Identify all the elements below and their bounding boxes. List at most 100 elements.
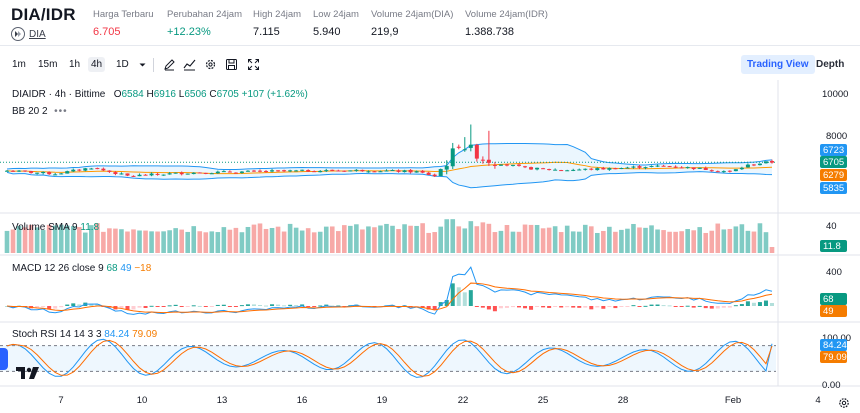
candle-body — [667, 166, 672, 168]
candle-body — [595, 168, 600, 171]
volume-bar — [4, 230, 10, 253]
candle-body — [95, 168, 100, 170]
candle-body — [306, 170, 311, 172]
chart-toolbar: 1m 15m 1h 4h 1D Trading View Depth — [0, 52, 860, 78]
macd-histogram-bar — [65, 304, 70, 306]
low-value: 6506 — [184, 89, 207, 100]
candle-body — [101, 168, 106, 171]
chart-area[interactable]: 10000 8000 6723 6705 6279 5835 40 11.8 400 68 49 10… — [0, 80, 860, 413]
macd-histogram-bar — [209, 306, 214, 307]
timeframe-1h[interactable]: 1h — [69, 59, 81, 70]
macd-label: MACD 12 26 close 9 — [12, 263, 104, 274]
macd-histogram-bar — [739, 304, 744, 306]
draw-icon[interactable] — [163, 58, 176, 71]
volume-bar — [239, 232, 245, 253]
macd-histogram-bar — [733, 305, 738, 307]
volume-bar — [287, 223, 293, 253]
macd-histogram-bar — [312, 306, 317, 307]
candle-body — [167, 173, 172, 175]
stat-high-24h: High 24jam 7.115 — [253, 9, 301, 38]
volume-bar — [402, 224, 407, 253]
last-price-label: 6705 — [823, 157, 844, 168]
ticker-header: DIA/IDR DIA Harga Terbaru 6.705 Perubaha… — [0, 0, 860, 46]
scroll-left-handle[interactable] — [0, 348, 8, 370]
candle-body — [191, 172, 196, 175]
candle-body — [390, 169, 395, 171]
macd-histogram-bar — [517, 306, 522, 308]
candle-body — [173, 172, 178, 174]
macd-histogram-bar — [547, 306, 552, 308]
volume-bar — [456, 226, 462, 253]
price-chart[interactable]: 10000800067236705627958354011.8400684910… — [0, 80, 860, 413]
timeframe-1m[interactable]: 1m — [12, 59, 26, 70]
volume-bar — [588, 226, 594, 253]
macd-histogram-bar — [300, 304, 305, 306]
timeframe-4h[interactable]: 4h — [88, 57, 106, 72]
macd-histogram-bar — [444, 299, 449, 306]
gear-icon[interactable] — [838, 397, 850, 409]
candle-body — [547, 169, 552, 171]
volume-bar — [317, 231, 323, 253]
save-icon[interactable] — [225, 58, 238, 71]
volume-bar — [215, 232, 221, 253]
macd-histogram-bar — [173, 304, 178, 306]
candle-body — [348, 170, 353, 172]
macd-histogram-bar — [251, 304, 256, 306]
more-icon[interactable]: ••• — [50, 106, 68, 117]
macd-histogram-bar — [47, 306, 52, 309]
coin-link[interactable]: DIA — [29, 28, 46, 40]
candle-body — [474, 144, 479, 159]
volume-bar — [480, 222, 486, 253]
volume-value: 11.8 — [80, 222, 100, 233]
stat-label: Volume 24jam(IDR) — [465, 9, 548, 20]
bollinger-bands — [6, 142, 773, 189]
candle-body — [402, 170, 407, 173]
indicator-icon[interactable] — [183, 58, 196, 71]
tab-trading-view[interactable]: Trading View — [741, 55, 815, 74]
volume-bar — [534, 224, 540, 253]
macd-histogram-bar — [197, 305, 202, 307]
macd-histogram-bar — [486, 306, 491, 310]
candle-body — [396, 170, 401, 172]
macd-histogram-bar — [95, 304, 100, 306]
candle-body — [23, 170, 28, 172]
chevron-down-icon[interactable] — [136, 58, 149, 71]
candle-body — [486, 159, 491, 163]
macd-legend: MACD 12 26 close 9 68 49 −18 — [12, 263, 151, 274]
bb-lower-line — [6, 171, 773, 189]
bb-basis-price-label-bg — [820, 169, 847, 181]
candle-body — [65, 171, 70, 174]
candle-body — [119, 173, 124, 175]
volume-bar — [378, 225, 383, 253]
change-value: +107 (+1.62%) — [241, 89, 308, 100]
candle-body — [17, 170, 22, 172]
volume-bar — [516, 231, 522, 253]
bb-legend: BB 20 2 ••• — [12, 106, 68, 117]
tab-depth[interactable]: Depth — [816, 59, 845, 70]
macd-histogram-bar — [510, 306, 515, 308]
volume-bar — [390, 225, 395, 253]
settings-icon[interactable] — [204, 58, 217, 71]
volume-bar — [661, 230, 666, 253]
volume-bar — [546, 227, 552, 253]
candle-body — [715, 171, 720, 173]
pair-block: DIA/IDR DIA — [11, 5, 76, 41]
timeframe-15m[interactable]: 15m — [38, 59, 58, 70]
macd-histogram-bar — [745, 301, 750, 306]
candle-body — [450, 148, 455, 167]
macd-histogram-bar — [59, 306, 64, 308]
macd-histogram-bar — [480, 306, 485, 308]
stoch-k-line — [6, 338, 773, 378]
volume-bar — [558, 232, 564, 253]
tradingview-logo-icon — [16, 367, 39, 379]
fullscreen-icon[interactable] — [247, 58, 260, 71]
volume-bar — [329, 226, 335, 253]
volume-legend: Volume SMA 9 11.8 — [12, 222, 99, 233]
dia-coin-icon — [11, 27, 25, 41]
timeframe-1d[interactable]: 1D — [116, 59, 129, 70]
macd-histogram-bar — [541, 306, 546, 308]
bb-fill — [7, 143, 772, 188]
time-axis-label: 19 — [377, 395, 388, 406]
macd-histogram-bar — [649, 304, 654, 306]
stat-label: High 24jam — [253, 9, 302, 20]
